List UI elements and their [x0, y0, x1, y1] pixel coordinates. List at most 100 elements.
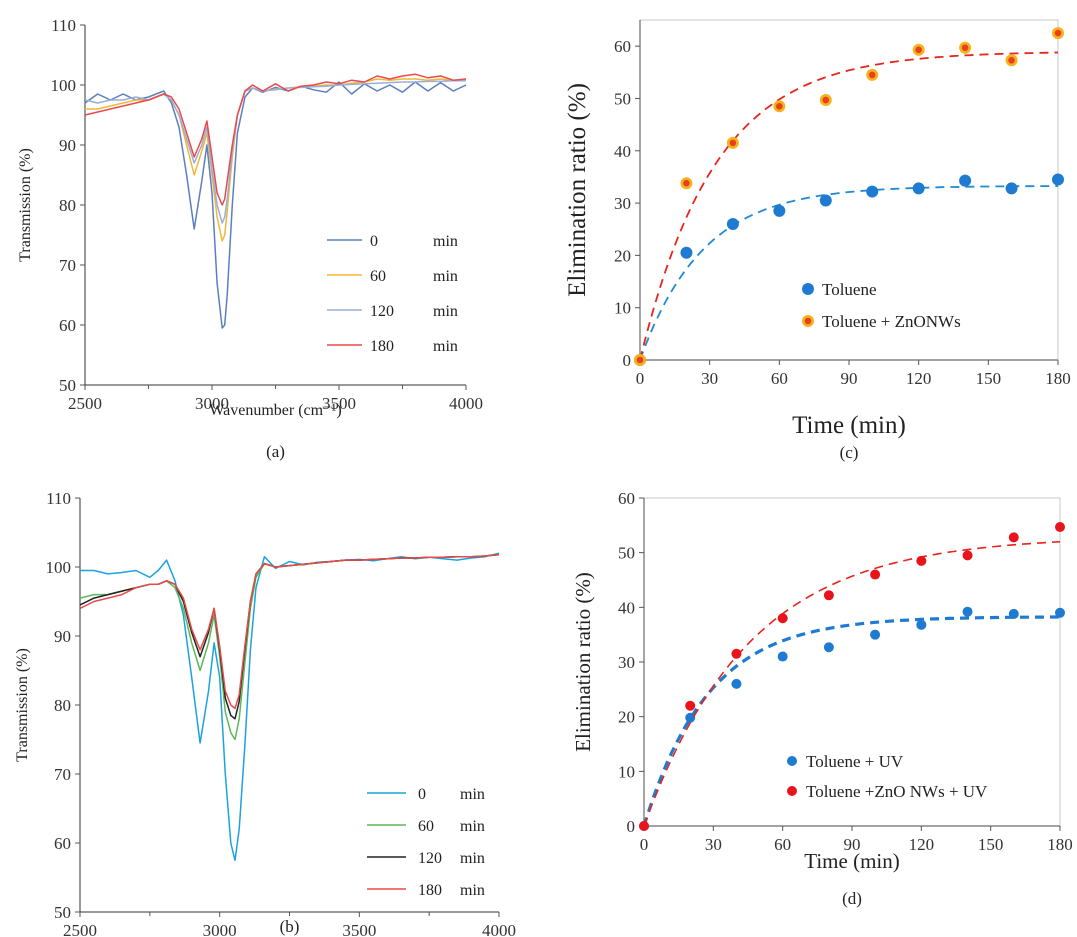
y-tick-label: 60 [59, 316, 76, 335]
data-point-core [683, 179, 690, 187]
data-point [1055, 521, 1065, 532]
data-point [1008, 608, 1019, 619]
y-tick-label: 50 [618, 544, 635, 563]
data-point [773, 204, 786, 217]
x-axis-label: Time (min) [792, 412, 906, 439]
fit-curve [639, 185, 1059, 361]
data-point-core [868, 71, 876, 79]
data-point [870, 569, 881, 580]
legend-label: Toluene +ZnO NWs + UV [806, 782, 988, 801]
data-point [823, 590, 834, 601]
data-point [819, 194, 832, 207]
y-tick-label: 110 [51, 16, 76, 35]
data-point-core [915, 46, 922, 54]
panel-label: (a) [266, 442, 285, 461]
x-tick-label: 60 [771, 369, 788, 388]
y-tick-label: 80 [54, 696, 71, 715]
y-tick-label: 0 [623, 351, 632, 370]
data-point [962, 550, 973, 561]
y-tick-label: 80 [59, 196, 76, 215]
x-tick-label: 3500 [322, 394, 356, 413]
y-tick-label: 50 [54, 903, 71, 922]
legend-unit: min [433, 233, 458, 250]
chart-panel-c: 0 10 20 30 40 50 60 0 30 60 90 120 150 180 Time (min) E… [540, 0, 1077, 470]
data-point [962, 606, 973, 617]
x-tick-label: 0 [636, 369, 645, 388]
legend-marker [787, 786, 797, 796]
panel-label: (b) [280, 917, 300, 936]
legend-label: 0 [418, 786, 426, 803]
series-line-120-min [79, 553, 500, 720]
data-point [731, 678, 742, 689]
y-tick-label: 40 [614, 142, 631, 161]
y-axis-label: Transmission (%) [14, 648, 31, 762]
x-tick-label: 3000 [203, 921, 237, 937]
legend-unit: min [433, 338, 458, 355]
y-tick-label: 60 [54, 834, 71, 853]
y-axis-label: Elimination ratio (%) [571, 572, 595, 752]
data-point [1055, 607, 1065, 618]
data-point [685, 700, 696, 711]
x-tick-label: 4000 [449, 394, 483, 413]
x-tick-label: 90 [841, 369, 858, 388]
data-point-core [729, 139, 737, 147]
y-tick-label: 20 [614, 246, 631, 265]
data-point [726, 218, 739, 230]
y-tick-label: 30 [614, 194, 631, 213]
y-tick-label: 110 [46, 489, 71, 508]
data-point [959, 174, 972, 187]
x-axis-label: Wavenumber (cm⁻¹) [209, 402, 341, 419]
legend-label: 60 [370, 268, 386, 285]
legend-label: 0 [370, 233, 378, 250]
elimination-chart-d: 0 10 20 30 40 50 60 0 30 60 90 120 150 180 Time (min) E… [571, 489, 1073, 908]
legend-unit: min [460, 786, 485, 803]
legend-label: Toluene + ZnONWs [822, 312, 961, 331]
x-tick-label: 180 [1047, 835, 1073, 854]
legend-label: 120 [418, 850, 442, 867]
x-tick-label: 120 [906, 369, 932, 388]
data-point [912, 182, 925, 195]
data-point [916, 619, 927, 630]
y-tick-label: 30 [618, 653, 635, 672]
x-tick-label: 120 [909, 835, 935, 854]
x-axis-label: Time (min) [804, 849, 899, 873]
y-tick-label: 10 [614, 299, 631, 318]
x-tick-label: 2500 [63, 921, 97, 937]
data-point [685, 712, 696, 723]
chart-panel-b: 50607080901001102500300035004000Wavenumb… [0, 470, 520, 937]
x-tick-label: 3000 [195, 394, 229, 413]
data-point-core [636, 356, 644, 364]
legend-marker [802, 283, 814, 295]
y-axis-label: Transmission (%) [17, 148, 34, 262]
data-point [680, 246, 693, 259]
y-tick-label: 50 [59, 376, 76, 395]
legend-marker [787, 756, 797, 766]
y-tick-label: 20 [618, 708, 635, 727]
x-tick-label: 90 [844, 835, 861, 854]
legend-label: 180 [418, 882, 442, 899]
elimination-chart-c: 0 10 20 30 40 50 60 0 30 60 90 120 150 180 Time (min) E… [564, 19, 1071, 462]
data-point-core [776, 103, 783, 110]
y-tick-label: 100 [51, 76, 77, 95]
x-tick-label: 150 [978, 835, 1004, 854]
y-tick-label: 60 [618, 489, 635, 508]
data-point [1008, 532, 1019, 543]
data-point [777, 651, 788, 662]
x-tick-label: 180 [1045, 369, 1071, 388]
data-point-core [1008, 56, 1015, 64]
fit-curve [642, 615, 1061, 827]
y-tick-label: 40 [618, 598, 635, 617]
legend-unit: min [433, 303, 458, 320]
panel-label: (d) [842, 889, 862, 908]
panel-label: (c) [840, 443, 859, 462]
data-point [1052, 173, 1064, 186]
x-tick-label: 4000 [482, 921, 516, 937]
data-point [639, 821, 649, 831]
legend-marker-core [804, 317, 812, 325]
legend-label: 60 [418, 818, 434, 835]
x-tick-label: 2500 [68, 394, 102, 413]
legend-unit: min [460, 882, 485, 899]
legend-unit: min [460, 818, 485, 835]
legend-label: 120 [370, 303, 394, 320]
data-point [870, 629, 881, 640]
